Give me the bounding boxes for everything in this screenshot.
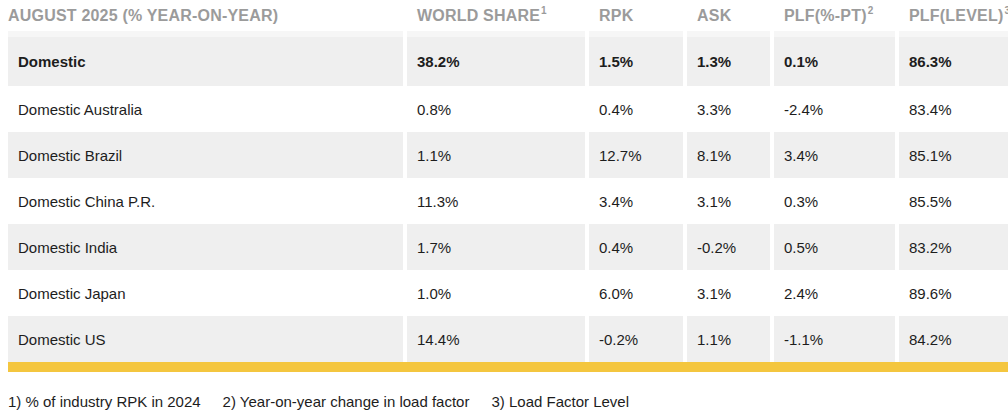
table-row: Domestic US14.4%-0.2%1.1%-1.1%84.2% [8,316,1008,362]
cell-plf-pt: -1.1% [774,316,895,362]
cell-plf-level: 83.2% [899,224,1008,270]
column-header-rpk: RPK [589,0,683,31]
table-row: Domestic Australia0.8%0.4%3.3%-2.4%83.4% [8,86,1008,132]
cell-world-share: 1.7% [407,224,585,270]
cell-world-share: 11.3% [407,178,585,224]
cell-rpk: 0.4% [589,224,683,270]
cell-plf-level: 84.2% [899,316,1008,362]
cell-rpk: -0.2% [589,316,683,362]
row-label: Domestic Japan [8,270,403,316]
row-label: Domestic US [8,316,403,362]
cell-rpk: 0.4% [589,86,683,132]
cell-ask: 3.1% [687,270,770,316]
cell-plf-level: 85.1% [899,132,1008,178]
cell-plf-pt: -2.4% [774,86,895,132]
table-row: Domestic Japan1.0%6.0%3.1%2.4%89.6% [8,270,1008,316]
table-row: Domestic India1.7%0.4%-0.2%0.5%83.2% [8,224,1008,270]
row-label: Domestic [8,31,403,86]
cell-rpk: 12.7% [589,132,683,178]
cell-plf-pt: 3.4% [774,132,895,178]
cell-ask: 1.3% [687,31,770,86]
footnote-1: 1) % of industry RPK in 2024 [8,393,201,410]
cell-world-share: 38.2% [407,31,585,86]
cell-rpk: 6.0% [589,270,683,316]
row-label: Domestic Australia [8,86,403,132]
domestic-traffic-table: AUGUST 2025 (% YEAR-ON-YEAR) WORLD SHARE… [0,0,1008,413]
cell-ask: 3.1% [687,178,770,224]
cell-world-share: 1.0% [407,270,585,316]
accent-bar [8,362,1008,372]
cell-plf-pt: 2.4% [774,270,895,316]
column-header-ask: ASK [687,0,770,31]
cell-rpk: 3.4% [589,178,683,224]
cell-plf-pt: 0.5% [774,224,895,270]
cell-rpk: 1.5% [589,31,683,86]
cell-plf-level: 86.3% [899,31,1008,86]
column-header-period: AUGUST 2025 (% YEAR-ON-YEAR) [8,0,403,31]
cell-ask: 1.1% [687,316,770,362]
column-header-world-share: WORLD SHARE1 [407,0,585,31]
cell-world-share: 1.1% [407,132,585,178]
cell-ask: 3.3% [687,86,770,132]
cell-ask: 8.1% [687,132,770,178]
cell-world-share: 14.4% [407,316,585,362]
footnotes: 1) % of industry RPK in 2024 2) Year-on-y… [8,393,1008,410]
column-header-period-label: AUGUST 2025 (% YEAR-ON-YEAR) [8,7,278,25]
cell-plf-level: 83.4% [899,86,1008,132]
table-body: Domestic38.2%1.5%1.3%0.1%86.3%Domestic A… [0,31,1008,362]
footnote-3: 3) Load Factor Level [491,393,629,410]
row-label: Domestic India [8,224,403,270]
table-row: Domestic China P.R.11.3%3.4%3.1%0.3%85.5… [8,178,1008,224]
row-label: Domestic Brazil [8,132,403,178]
table-header-row: AUGUST 2025 (% YEAR-ON-YEAR) WORLD SHARE… [8,0,1008,31]
cell-plf-pt: 0.3% [774,178,895,224]
footnote-2: 2) Year-on-year change in load factor [223,393,470,410]
cell-plf-pt: 0.1% [774,31,895,86]
column-header-plf-level: PLF(LEVEL)3 [899,0,1008,31]
row-label: Domestic China P.R. [8,178,403,224]
column-header-plf-pt: PLF(%-PT)2 [774,0,895,31]
table-row: Domestic38.2%1.5%1.3%0.1%86.3% [8,31,1008,86]
cell-world-share: 0.8% [407,86,585,132]
cell-plf-level: 85.5% [899,178,1008,224]
cell-plf-level: 89.6% [899,270,1008,316]
cell-ask: -0.2% [687,224,770,270]
table-row: Domestic Brazil1.1%12.7%8.1%3.4%85.1% [8,132,1008,178]
